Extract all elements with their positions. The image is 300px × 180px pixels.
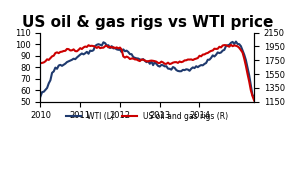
US oil and gas rigs (R) [130, 57, 134, 60]
Line: US oil and gas rigs (R): US oil and gas rigs (R) [40, 45, 254, 100]
WTI (L) [234, 40, 238, 43]
WTI (L) [196, 66, 200, 68]
WTI (L) [206, 59, 210, 61]
US oil and gas rigs (R) [206, 52, 210, 54]
US oil and gas rigs (R) [150, 60, 153, 62]
US oil and gas rigs (R) [229, 44, 233, 46]
WTI (L) [39, 95, 42, 98]
US oil and gas rigs (R) [179, 61, 183, 63]
Line: WTI (L): WTI (L) [40, 42, 254, 96]
WTI (L) [252, 95, 256, 97]
US oil and gas rigs (R) [196, 57, 200, 59]
Legend: WTI (L), US oil and gas rigs (R): WTI (L), US oil and gas rigs (R) [63, 109, 232, 124]
WTI (L) [130, 53, 134, 55]
US oil and gas rigs (R) [39, 62, 42, 64]
WTI (L) [97, 43, 100, 45]
WTI (L) [179, 70, 183, 72]
US oil and gas rigs (R) [97, 46, 100, 48]
US oil and gas rigs (R) [252, 99, 256, 102]
Title: US oil & gas rigs vs WTI price: US oil & gas rigs vs WTI price [22, 15, 273, 30]
WTI (L) [150, 60, 153, 63]
